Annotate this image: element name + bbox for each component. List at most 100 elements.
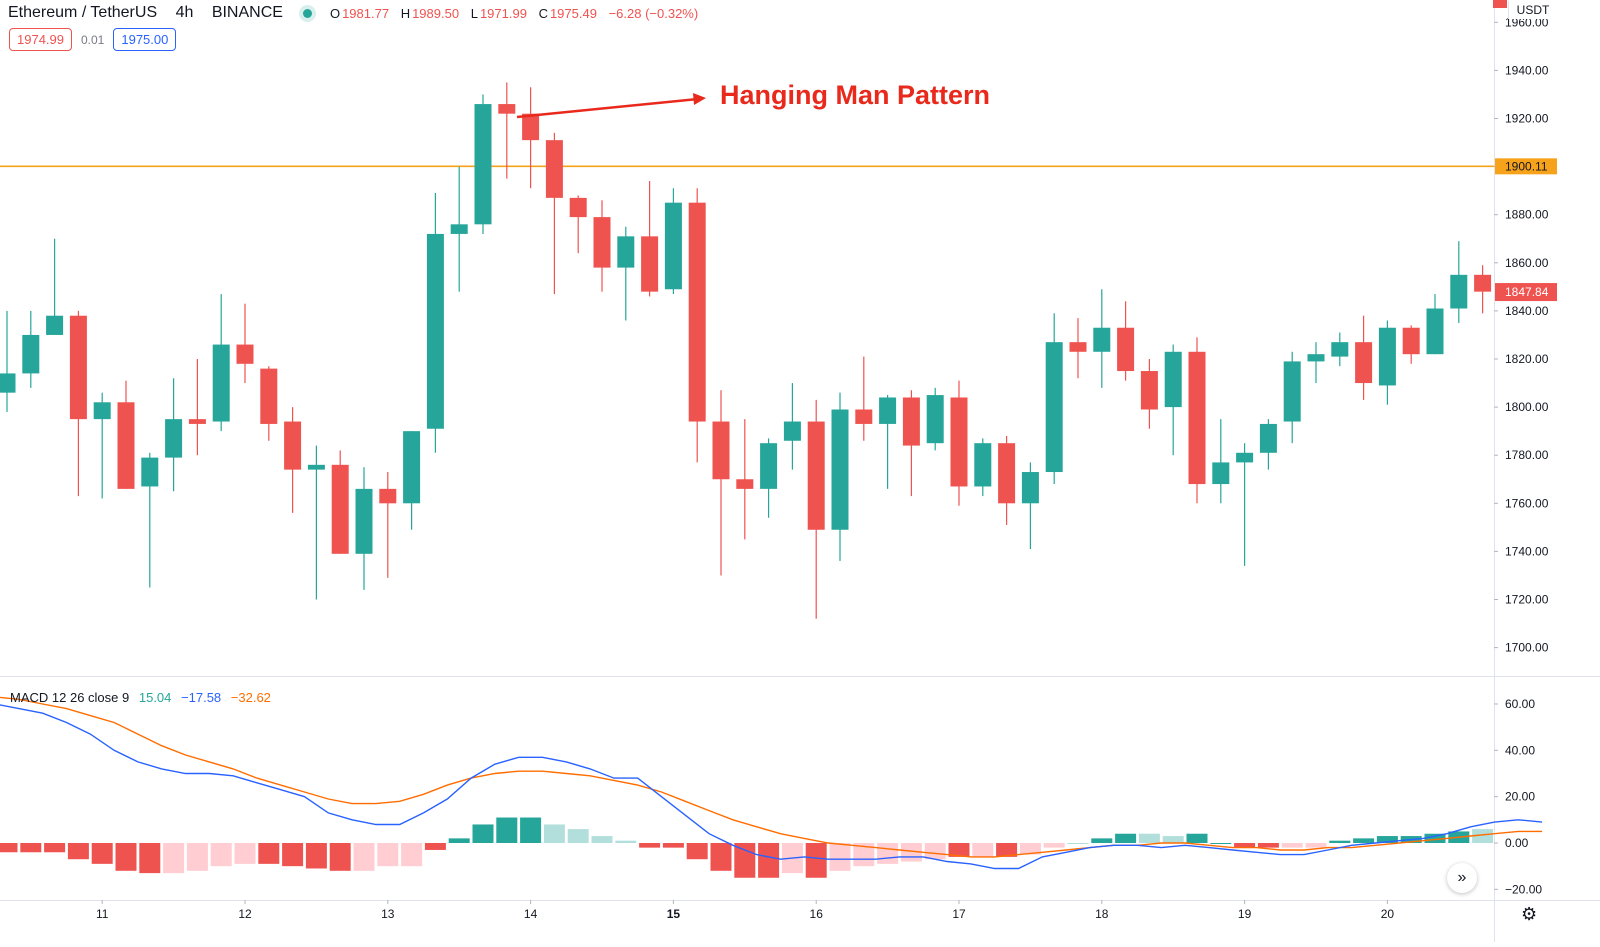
candle-body-down: [236, 344, 254, 364]
macd-histogram-bar-negative: [1234, 843, 1256, 848]
candle-body-down: [712, 421, 730, 480]
sell-price-button[interactable]: 1974.99: [9, 28, 72, 51]
candle-body-up: [165, 419, 183, 458]
annotation-text: Hanging Man Pattern: [720, 80, 990, 110]
candle-body-down: [855, 409, 873, 424]
resistance-price-label: 1900.11: [1505, 159, 1548, 173]
price-tick-label: 1820.00: [1505, 352, 1549, 366]
candle-body-up: [474, 104, 492, 225]
price-tick-label: 1700.00: [1505, 641, 1549, 655]
macd-histogram-bar-positive: [1162, 836, 1184, 843]
macd-histogram-bar-positive: [591, 836, 613, 843]
macd-histogram-bar-negative: [139, 843, 161, 874]
macd-histogram-bar-negative: [91, 843, 113, 864]
buy-price-button[interactable]: 1975.00: [113, 28, 177, 51]
candle-body-up: [46, 315, 64, 335]
macd-tick-label: 20.00: [1505, 790, 1535, 804]
currency-label[interactable]: USDT: [1508, 1, 1557, 19]
time-tick-label: 13: [381, 907, 395, 921]
macd-histogram-bar-negative: [44, 843, 66, 853]
candle-body-up: [403, 431, 421, 504]
macd-title: MACD 12 26 close 9: [10, 690, 130, 705]
candle-body-down: [498, 104, 516, 114]
candle-body-down: [902, 397, 920, 446]
macd-histogram-bar-positive: [1091, 838, 1113, 843]
candle-body-down: [736, 479, 754, 489]
symbol-text[interactable]: Ethereum / TetherUS: [8, 4, 158, 21]
annotation-arrowhead: [693, 93, 706, 105]
scroll-to-realtime-button[interactable]: »: [1447, 863, 1477, 893]
macd-histogram-bar-positive: [543, 824, 565, 843]
macd-histogram-bar-negative: [282, 843, 304, 867]
time-tick-label: 17: [952, 907, 966, 921]
candle-body-up: [926, 395, 944, 444]
macd-histogram-bar-positive: [496, 817, 518, 843]
time-tick-label: 16: [810, 907, 824, 921]
macd-histogram-bar-negative: [329, 843, 351, 871]
candle-body-down: [1069, 342, 1087, 352]
candle-body-up: [1378, 327, 1396, 386]
candle-body-up: [664, 202, 682, 290]
macd-histogram-bar-positive: [615, 840, 637, 843]
close-label: C: [538, 5, 548, 21]
symbol-header: Ethereum / TetherUS 4h BINANCE O 1981.77 …: [8, 2, 700, 24]
candle-body-down: [379, 488, 397, 504]
macd-histogram-bar-positive: [567, 829, 589, 843]
candle-body-down: [998, 443, 1016, 504]
candle-body-up: [879, 397, 897, 424]
macd-histogram-bar-negative: [924, 843, 946, 860]
macd-histogram-bar-negative: [401, 843, 423, 867]
candle-body-up: [1426, 308, 1444, 355]
macd-histogram-bar-negative: [710, 843, 732, 871]
macd-histogram-bar-negative: [734, 843, 756, 878]
time-tick-label: 20: [1381, 907, 1395, 921]
candle-body-down: [117, 402, 135, 489]
candle-body-down: [569, 197, 587, 218]
macd-histogram-bar-negative: [877, 843, 899, 864]
resistance-price-tag: [1495, 158, 1557, 175]
macd-histogram-bar-negative: [1257, 843, 1279, 848]
price-tick-label: 1840.00: [1505, 304, 1549, 318]
price-tick-label: 1720.00: [1505, 593, 1549, 607]
candle-body-down: [1402, 327, 1420, 355]
time-tick-label: 19: [1238, 907, 1252, 921]
macd-tick-label: 60.00: [1505, 697, 1535, 711]
macd-histogram-bar-negative: [853, 843, 875, 867]
candle-body-down: [593, 217, 611, 268]
macd-signal-line: [0, 696, 1543, 858]
macd-histogram-bar-positive: [1138, 833, 1160, 843]
candle-body-down: [641, 236, 659, 292]
interval-text[interactable]: 4h: [175, 4, 194, 21]
candle-body-up: [93, 402, 111, 420]
macd-histogram-bar-positive: [1376, 836, 1398, 843]
macd-histogram-bar-negative: [1281, 843, 1303, 848]
candle-body-up: [450, 224, 468, 234]
candle-body-up: [831, 409, 849, 530]
symbol-name[interactable]: Ethereum / TetherUS 4h BINANCE: [8, 4, 283, 22]
candle-body-down: [1117, 327, 1135, 372]
bid-ask-panel: 1974.99 0.01 1975.00: [9, 28, 177, 51]
macd-histogram-bar-positive: [1067, 843, 1089, 844]
macd-legend[interactable]: MACD 12 26 close 9 15.04 −17.58 −32.62: [10, 690, 271, 705]
open-label: O: [329, 5, 341, 21]
annotation-arrow-line: [516, 97, 699, 119]
macd-histogram-bar-negative: [258, 843, 280, 864]
candle-body-up: [355, 488, 373, 554]
candle-body-up: [1331, 342, 1349, 357]
spread-value: 0.01: [81, 32, 105, 47]
macd-histogram-bar-negative: [186, 843, 208, 871]
settings-gear-icon[interactable]: ⚙: [1521, 904, 1538, 924]
macd-histogram-bar-negative: [353, 843, 375, 871]
macd-tick-label: −20.00: [1505, 882, 1542, 896]
candle-body-up: [974, 443, 992, 487]
high-value: 1989.50: [412, 5, 460, 21]
last-price-label: 1847.84: [1505, 285, 1549, 299]
macd-histogram-bar-negative: [1043, 843, 1065, 848]
candle-body-up: [212, 344, 230, 422]
macd-histogram-bar-negative: [377, 843, 399, 867]
candle-body-up: [1093, 327, 1111, 352]
macd-histogram-bar-negative: [686, 843, 708, 860]
time-tick-label: 18: [1095, 907, 1109, 921]
